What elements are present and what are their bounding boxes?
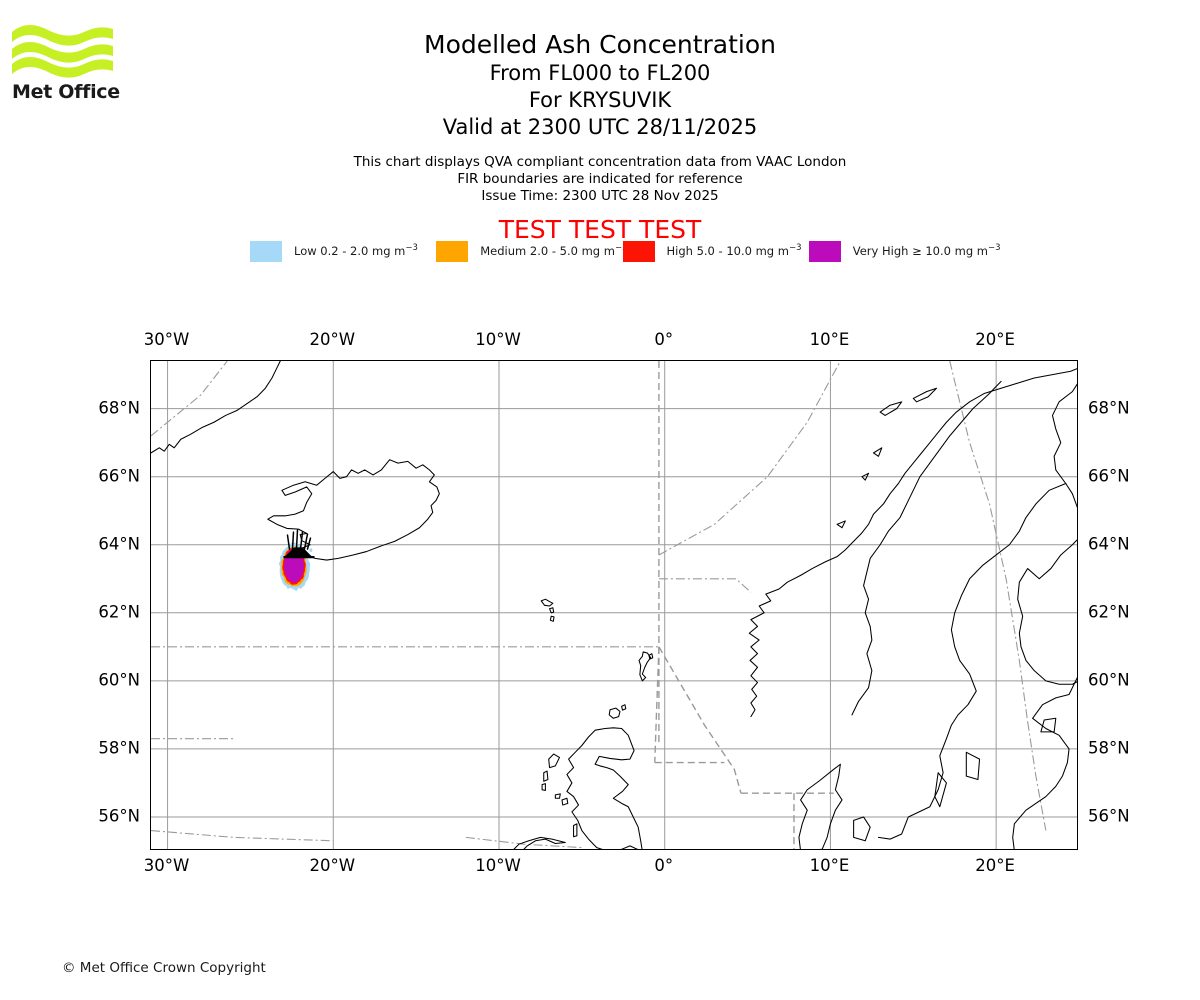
legend-item-low: Low 0.2 - 2.0 mg m−3	[250, 240, 436, 262]
note-fir: FIR boundaries are indicated for referen…	[457, 171, 743, 187]
legend-swatch-very-high	[808, 240, 841, 262]
legend-swatch-high	[622, 240, 655, 262]
lat-tick-left-3: 62°N	[98, 602, 140, 622]
lon-tick-top-2: 10°W	[475, 330, 521, 349]
lat-tick-left-0: 68°N	[98, 398, 140, 418]
legend-swatch-medium	[436, 240, 469, 262]
lat-tick-right-2: 64°N	[1088, 534, 1130, 554]
lat-tick-right-0: 68°N	[1088, 398, 1130, 418]
lat-tick-right-5: 58°N	[1088, 738, 1130, 758]
note-issue-time: Issue Time: 2300 UTC 28 Nov 2025	[481, 188, 719, 204]
legend-item-medium: Medium 2.0 - 5.0 mg m−3	[436, 240, 627, 262]
coastlines	[151, 361, 1077, 849]
legend-swatch-low	[250, 240, 282, 262]
copyright-notice: © Met Office Crown Copyright	[62, 960, 266, 976]
met-office-logo-text: Met Office	[12, 81, 120, 103]
note-qva: This chart displays QVA compliant concen…	[353, 154, 847, 170]
lon-tick-bottom-1: 20°W	[309, 856, 356, 875]
lat-tick-left-6: 56°N	[98, 806, 140, 826]
lon-tick-top-3: 0°	[654, 330, 674, 349]
lon-tick-top-5: 20°E	[975, 330, 1015, 349]
lon-tick-top-0: 30°W	[143, 330, 190, 349]
map-graphics	[151, 361, 1077, 849]
lon-tick-bottom-4: 10°E	[809, 856, 850, 875]
lat-tick-right-6: 56°N	[1088, 806, 1130, 826]
lon-tick-top-4: 10°E	[809, 330, 850, 349]
lat-tick-left-1: 66°N	[98, 466, 140, 486]
lat-tick-left-5: 58°N	[98, 738, 140, 758]
legend-label-high: High 5.0 - 10.0 mg m−3	[666, 243, 802, 258]
map-gridlines	[151, 361, 1077, 849]
lat-tick-right-4: 60°N	[1088, 670, 1130, 690]
legend-item-very-high: Very High ≥ 10.0 mg m−3	[808, 240, 1001, 262]
legend-item-high: High 5.0 - 10.0 mg m−3	[622, 240, 809, 262]
lat-tick-right-1: 66°N	[1088, 466, 1130, 486]
fir-boundaries	[151, 361, 1047, 849]
lon-tick-bottom-0: 30°W	[143, 856, 190, 875]
lon-tick-bottom-5: 20°E	[975, 856, 1015, 875]
valid-time-subtitle: Valid at 2300 UTC 28/11/2025	[442, 115, 758, 139]
legend-label-medium: Medium 2.0 - 5.0 mg m−3	[480, 243, 628, 258]
legend-label-low: Low 0.2 - 2.0 mg m−3	[294, 243, 418, 258]
lon-tick-bottom-2: 10°W	[475, 856, 521, 875]
lat-tick-left-2: 64°N	[98, 534, 140, 554]
lat-tick-left-4: 60°N	[98, 670, 140, 690]
lon-tick-bottom-3: 0°	[654, 856, 674, 875]
map-plot-area[interactable]	[150, 360, 1078, 850]
volcano-marker-icon	[283, 529, 315, 559]
concentration-legend: Low 0.2 - 2.0 mg m−3 Medium 2.0 - 5.0 mg…	[250, 240, 1001, 262]
lon-tick-top-1: 20°W	[309, 330, 356, 349]
met-office-logo: Met Office	[10, 18, 190, 116]
met-office-wave-icon	[12, 25, 113, 78]
legend-label-very-high: Very High ≥ 10.0 mg m−3	[852, 243, 1001, 258]
map-container: 30°W 30°W 20°W 20°W 10°W 10°W 0° 0° 10°E 10°E 20°E…	[98, 330, 1129, 875]
lat-tick-right-3: 62°N	[1088, 602, 1130, 622]
chart-notes: This chart displays QVA compliant concen…	[0, 154, 1200, 205]
